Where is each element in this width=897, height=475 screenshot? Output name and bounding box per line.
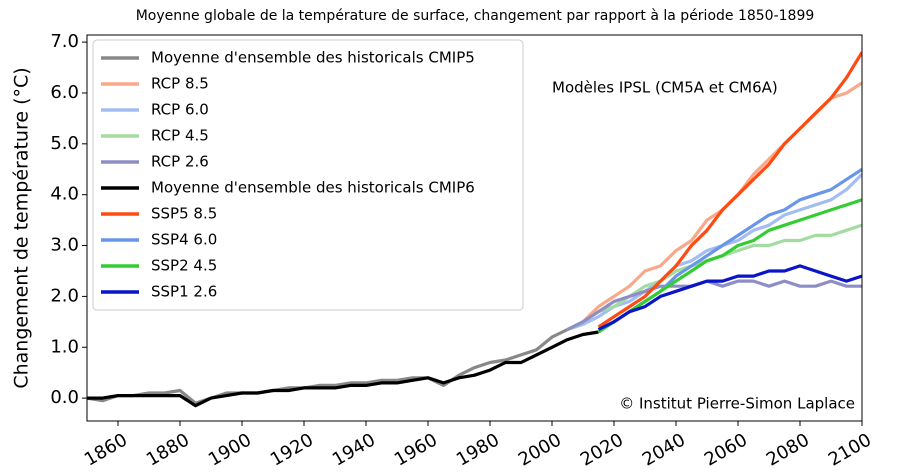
x-tick-label: 1920 — [267, 429, 317, 470]
y-tick-label: 5.0 — [50, 133, 79, 154]
x-tick-label: 1860 — [81, 429, 131, 470]
x-tick-label: 1940 — [329, 429, 379, 470]
x-tick-label: 2000 — [515, 429, 565, 470]
y-tick-label: 6.0 — [50, 82, 79, 103]
x-tick-label: 1900 — [205, 429, 255, 470]
legend-box — [92, 39, 524, 311]
series-line — [566, 223, 862, 331]
series-line — [597, 264, 862, 331]
legend-label: RCP 8.5 — [151, 75, 209, 93]
plot-frame — [86, 34, 863, 422]
x-tick-label: 2080 — [763, 429, 813, 470]
series-line — [566, 279, 862, 331]
legend-label: RCP 6.0 — [151, 101, 209, 119]
x-tick-label: 1960 — [391, 429, 441, 470]
x-tick-label: 2020 — [577, 429, 627, 470]
series-line — [566, 81, 862, 331]
y-tick-label: 0.0 — [50, 387, 79, 408]
y-tick-label: 7.0 — [50, 31, 79, 52]
legend-label: Moyenne d'ensemble des historicals CMIP5 — [151, 49, 475, 67]
chart-title: Moyenne globale de la température de sur… — [136, 8, 815, 24]
legend-label: Moyenne d'ensemble des historicals CMIP6 — [151, 179, 475, 197]
legend-label: RCP 2.6 — [151, 153, 209, 171]
series-line — [597, 51, 862, 329]
y-tick-label: 1.0 — [50, 336, 79, 357]
legend-label: SSP1 2.6 — [151, 283, 217, 301]
y-tick-label: 3.0 — [50, 235, 79, 256]
y-axis-label: Changement de température (°C) — [11, 67, 33, 388]
series-line — [87, 330, 599, 408]
x-tick-label: 1980 — [453, 429, 503, 470]
series-line — [87, 328, 569, 405]
x-tick-label: 2060 — [701, 429, 751, 470]
legend-label: SSP4 6.0 — [151, 231, 217, 249]
series-line — [597, 198, 862, 334]
y-tick-label: 4.0 — [50, 184, 79, 205]
y-tick-label: 2.0 — [50, 285, 79, 306]
x-tick-label: 2100 — [825, 429, 875, 470]
plot-area — [87, 51, 862, 408]
x-tick-label: 2040 — [639, 429, 689, 470]
annotation: Modèles IPSL (CM5A et CM6A) — [552, 79, 778, 97]
legend-label: RCP 4.5 — [151, 127, 209, 145]
legend-label: SSP5 8.5 — [151, 205, 217, 223]
x-tick-label: 1880 — [143, 429, 193, 470]
legend-label: SSP2 4.5 — [151, 257, 217, 275]
annotation: © Institut Pierre-Simon Laplace — [619, 395, 855, 413]
